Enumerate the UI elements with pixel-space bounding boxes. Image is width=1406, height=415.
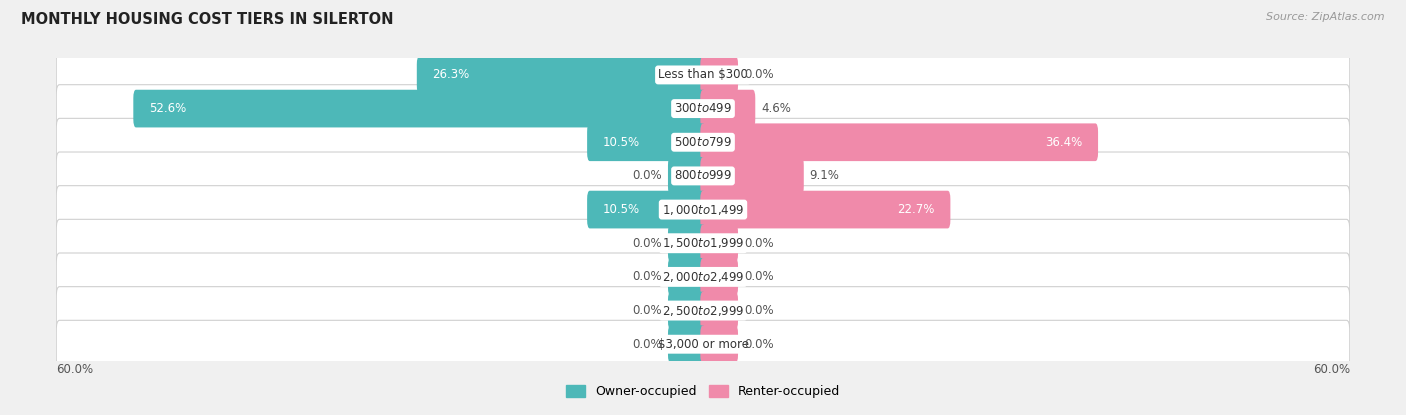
FancyBboxPatch shape [588,123,706,161]
Text: Less than $300: Less than $300 [658,68,748,81]
Text: 22.7%: 22.7% [897,203,935,216]
FancyBboxPatch shape [56,287,1350,334]
FancyBboxPatch shape [700,225,738,262]
Text: 10.5%: 10.5% [603,203,640,216]
Text: 60.0%: 60.0% [56,363,93,376]
FancyBboxPatch shape [700,325,738,363]
Text: $1,500 to $1,999: $1,500 to $1,999 [662,236,744,250]
FancyBboxPatch shape [700,90,755,127]
Text: 0.0%: 0.0% [633,271,662,283]
Text: 60.0%: 60.0% [1313,363,1350,376]
FancyBboxPatch shape [668,157,706,195]
Text: 52.6%: 52.6% [149,102,186,115]
FancyBboxPatch shape [56,220,1350,267]
Text: 0.0%: 0.0% [633,304,662,317]
FancyBboxPatch shape [56,253,1350,301]
FancyBboxPatch shape [668,225,706,262]
FancyBboxPatch shape [134,90,706,127]
Text: 0.0%: 0.0% [633,237,662,250]
FancyBboxPatch shape [668,258,706,296]
Text: 0.0%: 0.0% [633,338,662,351]
Legend: Owner-occupied, Renter-occupied: Owner-occupied, Renter-occupied [561,380,845,403]
FancyBboxPatch shape [56,51,1350,99]
FancyBboxPatch shape [700,258,738,296]
Text: 9.1%: 9.1% [810,169,839,183]
FancyBboxPatch shape [56,186,1350,234]
Text: $800 to $999: $800 to $999 [673,169,733,183]
FancyBboxPatch shape [668,325,706,363]
Text: 0.0%: 0.0% [744,68,773,81]
Text: $2,500 to $2,999: $2,500 to $2,999 [662,303,744,317]
Text: Source: ZipAtlas.com: Source: ZipAtlas.com [1267,12,1385,22]
FancyBboxPatch shape [56,152,1350,200]
FancyBboxPatch shape [700,56,738,94]
Text: 0.0%: 0.0% [744,338,773,351]
FancyBboxPatch shape [56,118,1350,166]
Text: $300 to $499: $300 to $499 [673,102,733,115]
FancyBboxPatch shape [700,292,738,330]
Text: 0.0%: 0.0% [744,271,773,283]
Text: 0.0%: 0.0% [744,304,773,317]
Text: $500 to $799: $500 to $799 [673,136,733,149]
FancyBboxPatch shape [700,191,950,228]
Text: 4.6%: 4.6% [761,102,792,115]
FancyBboxPatch shape [700,157,804,195]
Text: $1,000 to $1,499: $1,000 to $1,499 [662,203,744,217]
Text: 10.5%: 10.5% [603,136,640,149]
Text: 36.4%: 36.4% [1045,136,1083,149]
FancyBboxPatch shape [700,123,1098,161]
FancyBboxPatch shape [56,320,1350,368]
FancyBboxPatch shape [588,191,706,228]
FancyBboxPatch shape [56,85,1350,132]
Text: 0.0%: 0.0% [744,237,773,250]
Text: 26.3%: 26.3% [433,68,470,81]
FancyBboxPatch shape [668,292,706,330]
Text: $3,000 or more: $3,000 or more [658,338,748,351]
Text: $2,000 to $2,499: $2,000 to $2,499 [662,270,744,284]
Text: 0.0%: 0.0% [633,169,662,183]
FancyBboxPatch shape [416,56,706,94]
Text: MONTHLY HOUSING COST TIERS IN SILERTON: MONTHLY HOUSING COST TIERS IN SILERTON [21,12,394,27]
